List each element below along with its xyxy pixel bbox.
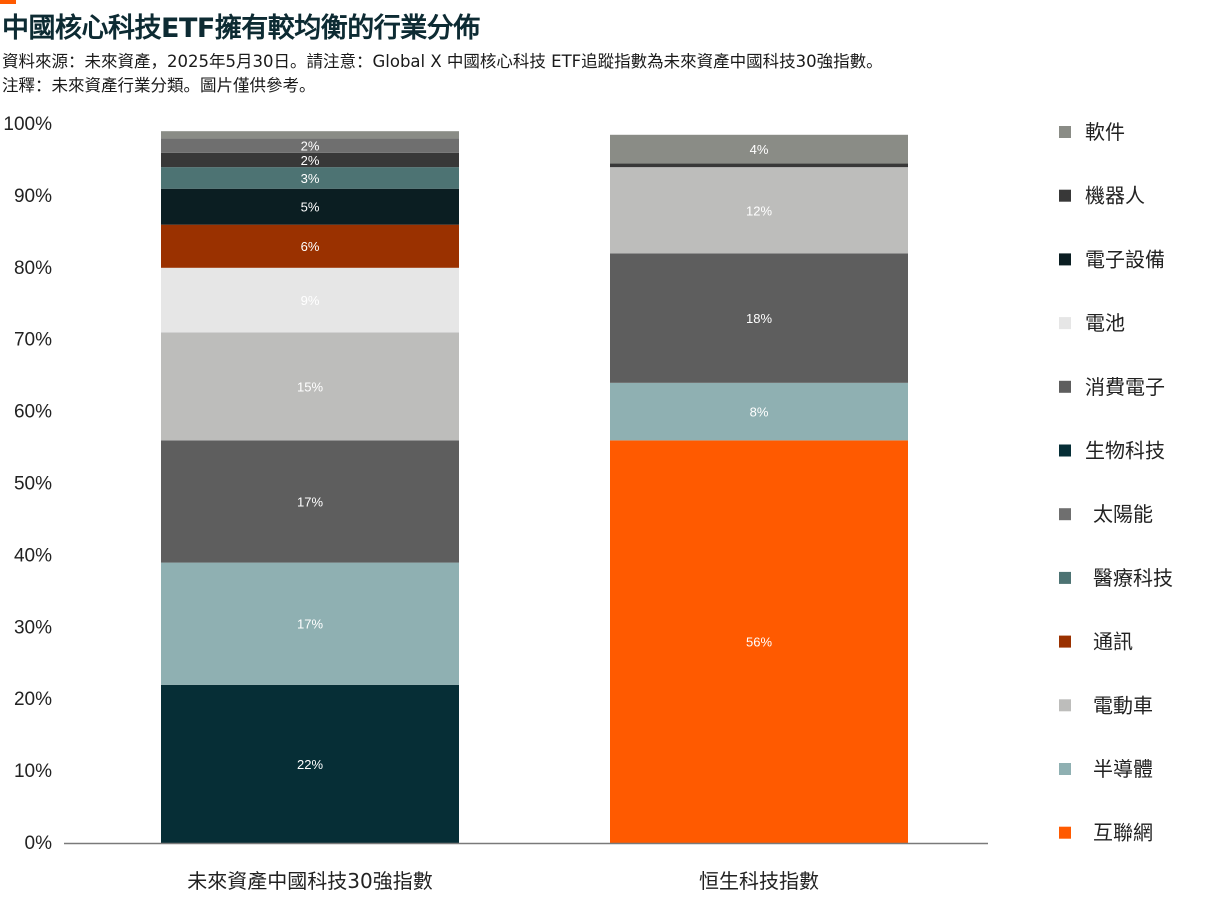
legend-swatch <box>1059 189 1071 202</box>
x-axis: 未來資產中國科技30強指數 恒生科技指數 <box>64 842 988 893</box>
legend-label: 消費電子 <box>1085 375 1165 399</box>
legend-swatch <box>1059 826 1071 839</box>
y-tick-label: 90% <box>14 186 52 207</box>
y-tick-label: 0% <box>25 833 53 854</box>
legend-label: 通訊 <box>1093 630 1133 654</box>
legend-label: 互聯網 <box>1093 821 1153 845</box>
data-label: 3% <box>301 171 320 186</box>
bar-segment <box>610 134 908 164</box>
y-tick-label: 70% <box>14 330 52 351</box>
legend-swatch <box>1059 444 1071 457</box>
x-category-label: 恒生科技指數 <box>699 869 819 893</box>
legend-swatch <box>1059 380 1071 393</box>
bar-segment <box>610 167 908 254</box>
legend-swatch <box>1059 126 1071 138</box>
y-tick-label: 10% <box>14 761 52 782</box>
x-category-label: 未來資產中國科技30強指數 <box>187 869 432 893</box>
y-tick-label: 60% <box>14 402 52 423</box>
data-label: 18% <box>746 311 772 326</box>
data-label: 12% <box>746 203 772 218</box>
accent-bar <box>0 0 16 4</box>
bar-segment <box>161 131 459 139</box>
y-tick-label: 30% <box>14 617 52 638</box>
data-label: 4% <box>750 142 769 157</box>
legend-swatch <box>1059 508 1071 521</box>
data-label: 17% <box>297 617 323 632</box>
legend-label: 生物科技 <box>1085 439 1165 463</box>
legend-label: 太陽能 <box>1093 502 1153 526</box>
data-label: 15% <box>297 379 323 394</box>
data-label: 2% <box>301 153 320 168</box>
legend-label: 半導體 <box>1093 757 1153 781</box>
source-note: 資料來源：未來資產，2025年5月30日。請注意：Global X 中國核心科技… <box>2 52 883 71</box>
data-label: 2% <box>301 139 320 154</box>
bar-segment <box>610 253 908 383</box>
legend-label: 機器人 <box>1085 184 1145 208</box>
data-label: 5% <box>301 200 320 215</box>
annotation-note: 注釋：未來資產行業分類。圖片僅供參考。 <box>2 76 316 95</box>
bars-group: 22% 17% 17% 15% 9% 6% 5% 3% 2%2% 56% 8% 18% 12% 4% <box>161 131 908 843</box>
legend-swatch <box>1059 317 1071 330</box>
y-axis: 0% 10% 20% 30% 40% 50% 60% 70% 80% 90% 100% <box>3 114 52 854</box>
bar-segment <box>161 152 459 168</box>
bar-segment <box>161 138 459 153</box>
y-tick-label: 20% <box>14 689 52 710</box>
bar-segment <box>161 267 459 333</box>
bar-segment <box>161 332 459 441</box>
y-tick-label: 50% <box>14 474 52 495</box>
legend-swatch <box>1059 571 1071 584</box>
bar-segment <box>610 382 908 441</box>
data-label: 22% <box>297 757 323 772</box>
bar-segment <box>161 440 459 563</box>
bar-segment <box>161 562 459 685</box>
bar-segment <box>161 167 459 189</box>
bar-segment <box>161 188 459 225</box>
y-tick-label: 100% <box>3 114 52 135</box>
legend-swatch <box>1059 635 1071 648</box>
data-label: 9% <box>301 293 320 308</box>
legend-label: 電動車 <box>1093 693 1153 717</box>
data-label: 56% <box>746 635 772 650</box>
bar-segment <box>161 224 459 268</box>
legend-swatch <box>1059 699 1071 712</box>
bar-segment <box>610 440 908 843</box>
data-label: 17% <box>297 494 323 509</box>
data-label: 8% <box>750 405 769 420</box>
data-label: 6% <box>301 239 320 254</box>
legend-swatch <box>1059 763 1071 775</box>
y-tick-label: 80% <box>14 258 52 279</box>
legend-label: 醫療科技 <box>1093 566 1173 590</box>
legend-label: 電池 <box>1085 311 1125 335</box>
legend-label: 電子設備 <box>1085 247 1165 271</box>
bar-segment <box>161 684 459 843</box>
legend-label: 軟件 <box>1085 120 1125 144</box>
legend-swatch <box>1059 253 1071 266</box>
y-tick-label: 40% <box>14 545 52 566</box>
bar-segment <box>610 163 908 168</box>
chart-title: 中國核心科技ETF擁有較均衡的行業分佈 <box>2 13 480 44</box>
